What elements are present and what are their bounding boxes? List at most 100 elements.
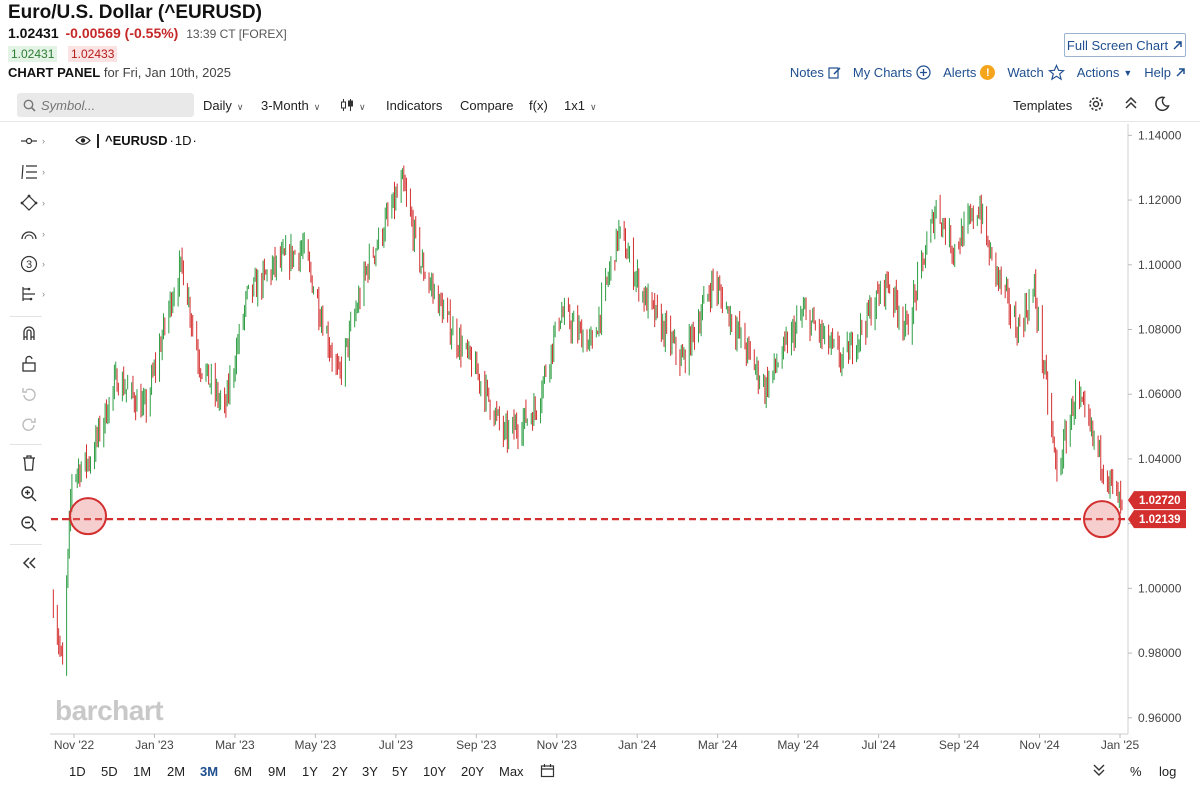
range-9m[interactable]: 9M — [268, 764, 287, 779]
chart-type-select[interactable]: ∨ — [340, 98, 366, 113]
tool-expand-arrow-icon[interactable]: › — [42, 198, 45, 208]
marker-circle-right — [1083, 500, 1121, 539]
magnet-icon[interactable] — [18, 322, 40, 344]
tool-expand-arrow-icon[interactable]: › — [42, 259, 45, 269]
period-select[interactable]: 3-Month ∨ — [261, 98, 320, 113]
alerts-label: Alerts — [943, 65, 977, 80]
pencil-icon — [828, 67, 841, 79]
legend-swatch — [97, 133, 99, 148]
chevron-down-icon: ∨ — [359, 102, 366, 112]
interval-label: Daily — [203, 98, 232, 113]
range-1y[interactable]: 1Y — [302, 764, 318, 779]
settings-gear-icon[interactable] — [1088, 96, 1104, 116]
indicators-button[interactable]: Indicators — [386, 98, 443, 113]
range-3m[interactable]: 3M — [200, 764, 219, 779]
y-tick-label: 0.96000 — [1138, 711, 1182, 725]
dark-mode-moon-icon[interactable] — [1154, 96, 1170, 116]
star-icon — [1047, 64, 1065, 81]
y-tick-label: 1.08000 — [1138, 322, 1182, 336]
range-2y[interactable]: 2Y — [332, 764, 348, 779]
chevron-down-icon: ∨ — [589, 102, 597, 112]
y-tick-label: 1.06000 — [1138, 387, 1182, 401]
x-tick-label: Mar '24 — [698, 738, 738, 752]
range-1m[interactable]: 1M — [133, 764, 152, 779]
watch-link[interactable]: Watch — [1007, 64, 1065, 81]
tool-expand-arrow-icon[interactable]: › — [42, 289, 45, 299]
redo-icon[interactable] — [18, 414, 40, 436]
fibonacci-tool-icon[interactable] — [18, 161, 40, 183]
x-tick-label: Jul '23 — [379, 738, 414, 752]
price-chart[interactable]: 0.960000.980001.000001.020001.040001.060… — [50, 124, 1200, 762]
tool-expand-arrow-icon[interactable]: › — [42, 167, 45, 177]
price-label-box — [1128, 491, 1186, 510]
range-10y[interactable]: 10Y — [423, 764, 447, 779]
undo-icon[interactable] — [18, 384, 40, 406]
price-label-text: 1.02139 — [1139, 514, 1181, 526]
x-tick-label: May '23 — [295, 738, 337, 752]
elliott-wave-tool-icon[interactable]: 3 — [18, 253, 40, 275]
compare-button[interactable]: Compare — [460, 98, 514, 113]
x-tick-label: Nov '22 — [54, 738, 95, 752]
drawing-tools-sidebar: › › › › 3 › › — [0, 124, 50, 744]
layout-select[interactable]: 1x1 ∨ — [564, 98, 597, 113]
actions-menu[interactable]: Actions ▼ — [1077, 65, 1133, 80]
alerts-link[interactable]: Alerts ! — [943, 65, 996, 80]
my-charts-link[interactable]: My Charts — [853, 65, 931, 80]
y-tick-label: 1.10000 — [1138, 258, 1182, 272]
price-change: -0.00569 (-0.55%) — [65, 25, 179, 41]
line-tool-icon[interactable] — [18, 130, 40, 152]
range-6m[interactable]: 6M — [234, 764, 253, 779]
full-screen-label: Full Screen Chart — [1066, 37, 1169, 53]
x-tick-label: Mar '23 — [215, 738, 255, 752]
range-1d[interactable]: 1D — [69, 764, 86, 779]
range-2m[interactable]: 2M — [167, 764, 186, 779]
function-button[interactable]: f(x) — [529, 98, 548, 113]
x-tick-label: Jul '24 — [861, 738, 896, 752]
barchart-watermark: barchart — [55, 695, 164, 726]
range-5d[interactable]: 5D — [101, 764, 118, 779]
range-20y[interactable]: 20Y — [461, 764, 485, 779]
top-links: Notes My Charts Alerts ! Watch Actions ▼… — [790, 64, 1186, 81]
zoom-in-icon[interactable] — [18, 483, 40, 505]
external-link-icon — [1176, 68, 1185, 77]
shape-tool-icon[interactable] — [18, 192, 40, 214]
tool-expand-arrow-icon[interactable]: › — [42, 229, 45, 239]
full-screen-chart-button[interactable]: Full Screen Chart — [1064, 33, 1186, 57]
calendar-icon[interactable] — [540, 763, 555, 781]
range-3y[interactable]: 3Y — [362, 764, 378, 779]
log-toggle[interactable]: log — [1159, 764, 1177, 779]
range-max[interactable]: Max — [499, 764, 524, 779]
percent-toggle[interactable]: % — [1130, 764, 1142, 779]
templates-button[interactable]: Templates — [1013, 98, 1073, 113]
alert-warning-icon: ! — [980, 65, 996, 80]
arc-tool-icon[interactable] — [18, 223, 40, 245]
interval-select[interactable]: Daily ∨ — [203, 98, 244, 113]
chevron-down-icon: ∨ — [236, 102, 244, 112]
trash-icon[interactable] — [18, 452, 40, 474]
layout-label: 1x1 — [564, 98, 585, 113]
range-5y[interactable]: 5Y — [392, 764, 408, 779]
collapse-sidebar-icon[interactable] — [18, 552, 40, 574]
tool-expand-arrow-icon[interactable]: › — [42, 136, 45, 146]
x-tick-label: Nov '24 — [1019, 738, 1060, 752]
chart-panel-title: CHART PANEL — [8, 65, 101, 80]
symbol-search[interactable] — [17, 93, 194, 117]
marker-circle-left — [69, 497, 107, 536]
tools-divider — [10, 444, 42, 445]
x-tick-label: Sep '24 — [939, 738, 980, 752]
eye-icon[interactable] — [75, 135, 91, 146]
help-link[interactable]: Help — [1144, 65, 1186, 80]
notes-link[interactable]: Notes — [790, 65, 841, 80]
zoom-out-icon[interactable] — [18, 513, 40, 535]
unlock-icon[interactable] — [18, 353, 40, 375]
chart-panel-date: for Fri, Jan 10th, 2025 — [103, 65, 232, 80]
quote-line: 1.02431 -0.00569 (-0.55%) 13:39 CT [FORE… — [8, 25, 287, 41]
symbol-input[interactable] — [41, 97, 181, 113]
quote-time: 13:39 CT [FOREX] — [186, 27, 287, 41]
pattern-tool-icon[interactable] — [18, 283, 40, 305]
expand-down-icon[interactable] — [1093, 763, 1105, 780]
collapse-up-icon[interactable] — [1124, 96, 1138, 114]
period-label: 3-Month — [261, 98, 309, 113]
chart-panel-label: CHART PANEL for Fri, Jan 10th, 2025 — [8, 65, 231, 80]
help-label: Help — [1144, 65, 1171, 80]
